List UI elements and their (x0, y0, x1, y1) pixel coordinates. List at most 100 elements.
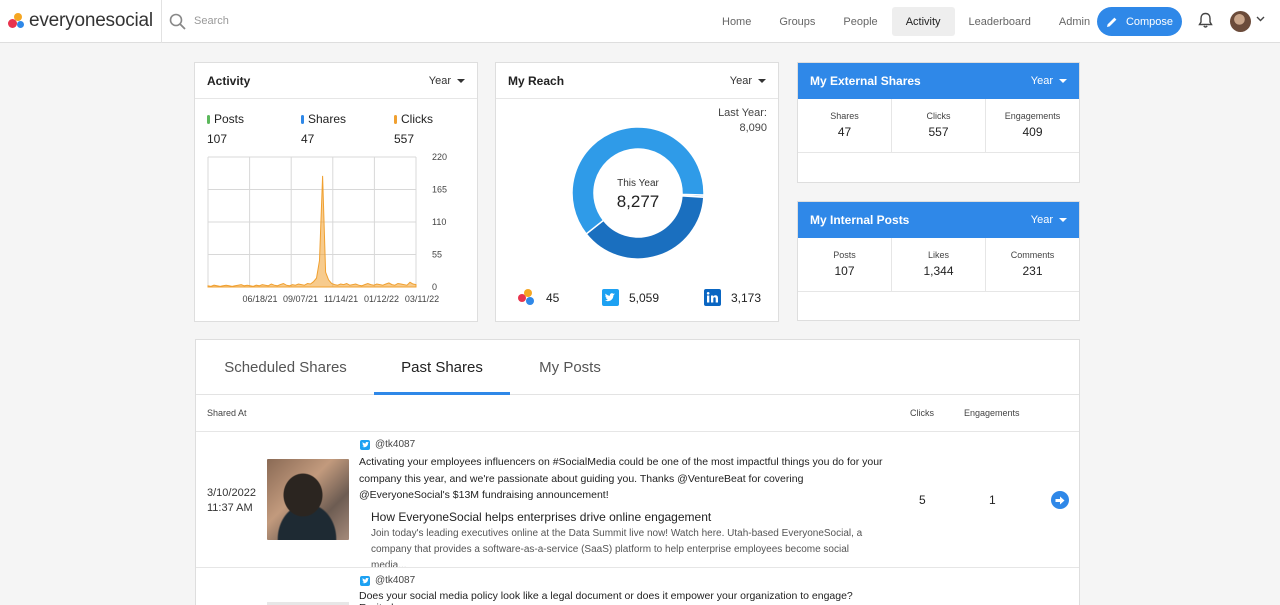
brand-logo[interactable]: everyonesocial (8, 9, 153, 33)
tab-scheduled-shares[interactable]: Scheduled Shares (224, 359, 347, 376)
nav-home[interactable]: Home (722, 15, 752, 28)
stat-value: 47 (837, 125, 852, 139)
post-author: @tk4087 (360, 575, 415, 586)
tab-my-posts[interactable]: My Posts (539, 359, 601, 376)
link-preview-title[interactable]: How EveryoneSocial helps enterprises dri… (371, 510, 712, 524)
brand-name: everyonesocial (29, 10, 153, 31)
row-divider (196, 567, 1079, 568)
stat-value: 107 (834, 264, 855, 278)
linkedin-icon (704, 289, 721, 306)
brand-logo-icon (8, 12, 26, 30)
legend-clicks-label: Clicks (401, 112, 433, 126)
stat-likes: Likes 1,344 (892, 238, 986, 291)
nav-groups[interactable]: Groups (779, 15, 816, 28)
y-tick-label: 110 (432, 217, 446, 227)
post-author: @tk4087 (360, 439, 415, 450)
chevron-down-icon[interactable] (1256, 16, 1265, 22)
nav-people[interactable]: People (843, 15, 878, 28)
legend-posts: Posts 107 (207, 112, 244, 146)
stat-label: Clicks (926, 111, 951, 121)
stat-shares: Shares 47 (798, 99, 892, 152)
activity-card-header: Activity Year (195, 63, 477, 99)
stat-posts: Posts 107 (798, 238, 892, 291)
caret-down-icon (758, 78, 766, 83)
x-tick-label: 09/07/21 (283, 294, 318, 304)
row-clicks: 5 (919, 493, 926, 507)
stat-label: Likes (927, 250, 949, 260)
activity-chart: 220 165 110 55 0 06/18/21 09/07/21 11/14/21 01/1… (207, 153, 447, 304)
avatar[interactable] (1230, 11, 1251, 32)
post-handle: @tk4087 (375, 439, 416, 450)
stat-label: Comments (1010, 250, 1055, 260)
internal-posts-period-select[interactable]: Year (1031, 214, 1067, 226)
activity-title: Activity (207, 73, 251, 88)
legend-shares: Shares 47 (301, 112, 346, 146)
post-handle: @tk4087 (375, 575, 416, 586)
last-year-value: 8,090 (739, 122, 767, 134)
stat-engagements: Engagements 409 (986, 99, 1079, 152)
open-share-button[interactable] (1051, 491, 1069, 509)
last-year-label: Last Year: (718, 107, 767, 119)
compose-button[interactable]: Compose (1097, 7, 1182, 36)
legend-shares-label: Shares (308, 112, 347, 126)
stat-comments: Comments 231 (986, 238, 1079, 291)
y-tick-label: 165 (432, 185, 447, 195)
nav-leaderboard[interactable]: Leaderboard (968, 15, 1031, 28)
donut-center-value: 8,277 (617, 192, 660, 211)
internal-posts-header: My Internal Posts Year (798, 202, 1079, 238)
activity-period-label: Year (428, 74, 451, 87)
stat-label: Engagements (1004, 111, 1061, 121)
post-thumbnail (267, 602, 349, 605)
internal-posts-card: My Internal Posts Year Posts 107 Likes 1… (797, 201, 1080, 321)
external-shares-title: My External Shares (810, 74, 921, 88)
reach-period-select[interactable]: Year (730, 75, 766, 87)
bell-icon[interactable] (1198, 12, 1213, 29)
pencil-icon (1106, 17, 1117, 27)
tab-past-shares[interactable]: Past Shares (374, 340, 510, 395)
reach-card-header: My Reach Year (496, 63, 778, 99)
header-clicks: Clicks (910, 408, 934, 418)
reach-period-label: Year (729, 74, 752, 87)
nav-admin[interactable]: Admin (1058, 15, 1091, 28)
activity-period-select[interactable]: Year (429, 75, 465, 87)
row-date-day: 3/10/2022 (207, 487, 256, 499)
reach-title: My Reach (508, 73, 565, 88)
activity-card: Activity Year Posts 107 Shares 47 Clicks… (194, 62, 478, 322)
reach-linkedin-value: 3,173 (731, 290, 762, 305)
caret-down-icon (457, 78, 465, 83)
y-tick-label: 220 (432, 153, 447, 162)
x-tick-label: 01/12/22 (364, 294, 399, 304)
nav-activity[interactable]: Activity (891, 7, 955, 36)
link-preview-description: Join today's leading executives online a… (371, 528, 863, 571)
twitter-icon (360, 439, 370, 450)
shares-panel: Scheduled Shares Past Shares My Posts Sh… (195, 339, 1080, 605)
twitter-icon (602, 289, 619, 306)
donut-slice-twitter (571, 126, 705, 235)
external-shares-stats: Shares 47 Clicks 557 Engagements 409 (798, 99, 1079, 153)
row-date-time: 11:37 AM (207, 502, 253, 514)
legend-clicks-value: 557 (394, 132, 415, 146)
reach-donut-chart: This Year 8,277 (571, 126, 705, 260)
nav-divider (161, 0, 162, 43)
internal-posts-stats: Posts 107 Likes 1,344 Comments 231 (798, 238, 1079, 292)
x-tick-label: 11/14/21 (324, 294, 358, 304)
post-text: Activating your employees influencers on… (359, 456, 883, 501)
stat-value: 1,344 (923, 264, 954, 278)
legend-posts-label: Posts (214, 112, 245, 126)
external-shares-period-select[interactable]: Year (1031, 75, 1067, 87)
caret-down-icon (1059, 79, 1067, 83)
row-date: 3/10/2022 11:37 AM (207, 486, 256, 516)
reach-everyonesocial-value: 45 (546, 291, 560, 305)
reach-twitter-value: 5,059 (629, 290, 660, 305)
posts-legend-swatch (207, 114, 210, 124)
x-tick-label: 06/18/21 (242, 294, 277, 304)
y-tick-label: 55 (432, 250, 442, 260)
legend-shares-value: 47 (301, 132, 315, 146)
everyonesocial-icon (518, 289, 536, 307)
reach-card: My Reach Year Last Year: 8,090 This Year… (495, 62, 779, 322)
search-placeholder: Search (194, 15, 229, 27)
legend-clicks: Clicks 557 (394, 112, 433, 146)
twitter-icon (360, 575, 370, 586)
search-input[interactable]: Search (169, 10, 369, 32)
clicks-legend-swatch (394, 114, 397, 124)
